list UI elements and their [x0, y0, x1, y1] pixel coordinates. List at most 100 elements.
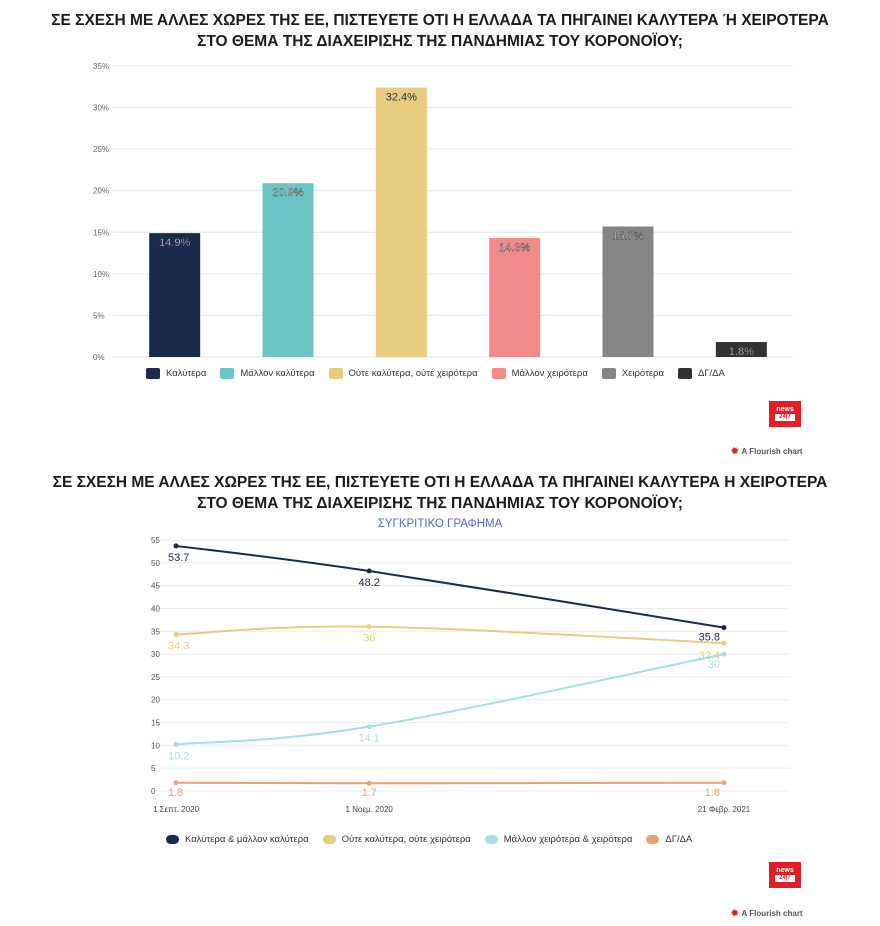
line-ytick-label: 40: [151, 604, 160, 613]
flourish-credit-2[interactable]: ✹ A Flourish chart: [731, 908, 803, 919]
bar-legend-item[interactable]: Χειρότερα: [601, 368, 664, 379]
bar-legend-label: Ούτε καλύτερα, ούτε χειρότερα: [348, 368, 478, 379]
flourish-credit-1[interactable]: ✹ A Flourish chart: [731, 446, 803, 457]
line-legend-label: Καλύτερα & μάλλον καλύτερα: [185, 834, 309, 845]
bar-chart-legend: Καλύτερα Μάλλον καλύτερα Ούτε καλύτερα, ού…: [146, 368, 739, 379]
line-point: [366, 724, 372, 730]
line-legend-swatch: [322, 835, 336, 844]
bar-2: [262, 183, 314, 357]
news247-logo-2-text: news: [776, 867, 794, 874]
bar-legend-swatch: [491, 368, 506, 379]
bar-legend-item[interactable]: Ούτε καλύτερα, ούτε χειρότερα: [328, 368, 478, 379]
line-ytick-label: 35: [151, 627, 160, 636]
bar-legend-swatch: [220, 368, 235, 379]
bar-legend-label: ΔΓ/ΔΑ: [697, 368, 725, 379]
line-xtick-label: 1 Σεπτ. 2020: [153, 805, 200, 814]
bar-ytick-label: 30%: [93, 104, 109, 113]
chart2-title-line2: ΣΤΟ ΘΕΜΑ ΤΗΣ ΔΙΑΧΕΙΡΙΣΗΣ ΤΗΣ ΠΑΝΔΗΜΙΑΣ Τ…: [197, 495, 683, 512]
line-point: [721, 625, 727, 631]
line-point: [721, 640, 727, 646]
bar-legend-swatch: [601, 368, 616, 379]
chart1-title-line1: ΣΕ ΣΧΕΣΗ ΜΕ ΑΛΛΕΣ ΧΩΡΕΣ ΤΗΣ ΕΕ, ΠΙΣΤΕΥΕΤ…: [51, 12, 829, 29]
line-value-label: 30: [708, 659, 720, 671]
line-legend-swatch: [484, 835, 498, 844]
bar-value-label: 32.4%: [386, 92, 417, 104]
line-legend-item[interactable]: Ούτε καλύτερα, ούτε χειρότερα: [322, 834, 471, 845]
line-ytick-label: 25: [151, 673, 160, 682]
line-point: [173, 631, 179, 637]
line-series-3: [175, 653, 725, 746]
bar-ytick-label: 35%: [93, 62, 109, 71]
line-ytick-label: 50: [151, 559, 160, 568]
bar-ytick-label: 25%: [93, 145, 109, 154]
line-point: [173, 741, 179, 747]
bar-1: [149, 233, 201, 357]
bar-ytick-label: 0%: [93, 353, 105, 362]
line-xtick-label: 21 Φεβρ. 2021: [698, 805, 751, 814]
bar-legend-item[interactable]: Μάλλον καλύτερα: [220, 368, 315, 379]
bar-legend-label: Καλύτερα: [166, 368, 207, 379]
line-value-label: 14.1: [359, 733, 380, 745]
line-value-label: 10.2: [168, 750, 189, 762]
flourish-credit-1-label: A Flourish chart: [741, 447, 803, 456]
bar-5: [602, 226, 654, 357]
bar-legend-label: Χειρότερα: [621, 368, 664, 379]
chart1-title-line2: ΣΤΟ ΘΕΜΑ ΤΗΣ ΔΙΑΧΕΙΡΙΣΗΣ ΤΗΣ ΠΑΝΔΗΜΙΑΣ Τ…: [197, 33, 683, 50]
bar-legend-swatch: [328, 368, 343, 379]
flourish-credit-2-label: A Flourish chart: [741, 909, 803, 918]
bar-4: [489, 238, 541, 357]
flourish-icon: ✹: [731, 908, 739, 918]
line-value-label: 32.4: [699, 650, 720, 662]
line-ytick-label: 10: [151, 741, 160, 750]
bar-3: [375, 87, 427, 358]
line-series-1: [175, 544, 725, 629]
line-value-label: 34.3: [168, 640, 189, 652]
bar-legend-label: Μάλλον καλύτερα: [240, 368, 315, 379]
line-value-label: 53.7: [168, 552, 189, 564]
line-ytick-label: 30: [151, 650, 160, 659]
chart2-title-line1: ΣΕ ΣΧΕΣΗ ΜΕ ΑΛΛΕΣ ΧΩΡΕΣ ΤΗΣ ΕΕ, ΠΙΣΤΕΥΕΤ…: [52, 474, 828, 491]
line-point: [721, 780, 727, 786]
bar-value-label: 20.9%: [272, 187, 303, 199]
line-legend-swatch: [646, 835, 660, 844]
bar-ytick-label: 20%: [93, 187, 109, 196]
line-legend-item[interactable]: Καλύτερα & μάλλον καλύτερα: [166, 834, 309, 845]
line-legend-item[interactable]: ΔΓ/ΔΑ: [646, 834, 692, 845]
line-legend-swatch: [166, 835, 179, 844]
chart2-title: ΣΕ ΣΧΕΣΗ ΜΕ ΑΛΛΕΣ ΧΩΡΕΣ ΤΗΣ ΕΕ, ΠΙΣΤΕΥΕΤ…: [0, 472, 880, 514]
line-ytick-label: 55: [151, 536, 160, 545]
line-chart-legend: Καλύτερα & μάλλον καλύτερα Ούτε καλύτερα,…: [166, 834, 706, 845]
flourish-icon: ✹: [731, 446, 739, 456]
news247-logo-2: news 24|7: [769, 862, 801, 888]
bar-value-label: 15.7%: [612, 230, 643, 242]
bar-value-label: 14.3%: [499, 242, 530, 254]
line-value-label: 1.7: [362, 787, 377, 799]
news247-logo-sub: 24|7: [775, 414, 795, 421]
bar-legend-swatch: [146, 368, 160, 379]
bar-legend-label: Μάλλον χειρότερα: [511, 368, 588, 379]
line-ytick-label: 5: [151, 764, 156, 773]
news247-logo-text: news: [776, 406, 794, 413]
line-point: [366, 624, 372, 630]
bar-legend-item[interactable]: Μάλλον χειρότερα: [491, 368, 588, 379]
bar-value-label: 1.8%: [729, 346, 754, 358]
line-legend-label: ΔΓ/ΔΑ: [665, 834, 693, 845]
bar-6: [715, 342, 767, 357]
line-ytick-label: 20: [151, 696, 160, 705]
line-point: [173, 543, 179, 549]
bar-ytick-label: 15%: [93, 228, 109, 237]
chart2-subtitle: ΣΥΓΚΡΙΤΙΚΟ ΓΡΑΦΗΜΑ: [377, 518, 503, 530]
bar-legend-item[interactable]: ΔΓ/ΔΑ: [677, 368, 725, 379]
bar-ytick-label: 5%: [93, 311, 105, 320]
line-legend-item[interactable]: Μάλλον χειρότερα & χειρότερα: [484, 834, 632, 845]
line-value-label: 48.2: [359, 577, 380, 589]
bar-legend-swatch: [677, 368, 692, 379]
bar-value-label: 14.9%: [159, 237, 190, 249]
line-point: [366, 568, 372, 574]
bar-legend-item[interactable]: Καλύτερα: [146, 368, 206, 379]
bar-ytick-label: 10%: [93, 270, 109, 279]
chart1-title: ΣΕ ΣΧΕΣΗ ΜΕ ΑΛΛΕΣ ΧΩΡΕΣ ΤΗΣ ΕΕ, ΠΙΣΤΕΥΕΤ…: [0, 10, 880, 52]
line-ytick-label: 15: [151, 719, 160, 728]
line-ytick-label: 45: [151, 582, 160, 591]
bar-chart: 0% 5% 10% 15% 20% 25% 30% 35% 14.9% 20.9% 32.4% 14.…: [93, 62, 793, 362]
